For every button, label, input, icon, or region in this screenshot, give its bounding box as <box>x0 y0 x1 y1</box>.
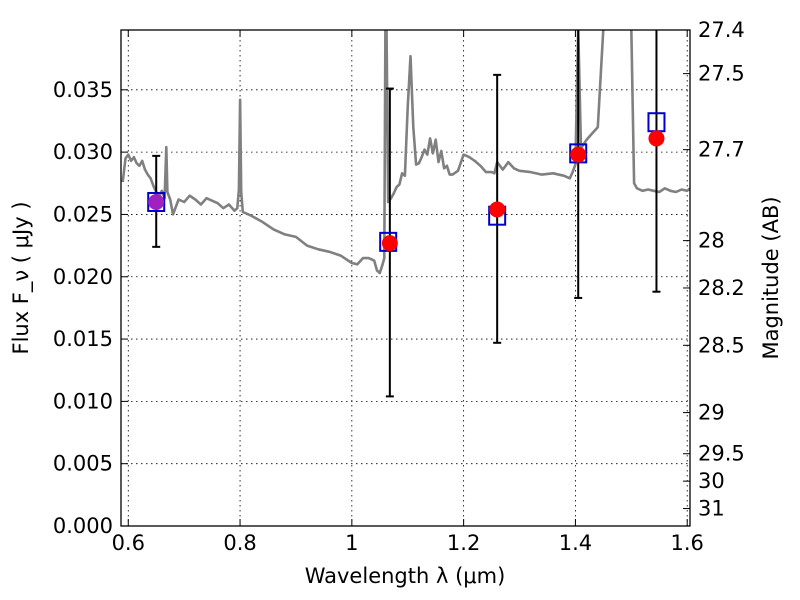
x-tick-label: 0.8 <box>223 531 256 555</box>
y-tick-label: 0.005 <box>53 452 113 476</box>
y-tick-label: 0.015 <box>53 327 113 351</box>
x-axis-label: Wavelength λ (μm) <box>305 564 506 588</box>
y-tick-label: 0.035 <box>53 78 113 102</box>
y2-tick-label: 30 <box>698 469 725 493</box>
model-spectrum <box>121 30 690 275</box>
y2-tick-label: 29.5 <box>698 442 745 466</box>
y-tick-label: 0.010 <box>53 389 113 413</box>
y2-axis-label: Magnitude (AB) <box>759 196 783 359</box>
x-tick-label: 1 <box>345 531 358 555</box>
observed-flux-point <box>570 146 587 163</box>
x-tick-labels: 0.6 0.8 1 1.2 1.4 1.6 <box>112 531 704 555</box>
y-tick-label: 0.000 <box>53 514 113 538</box>
observed-flux-point <box>148 193 165 210</box>
error-bars <box>152 30 661 398</box>
observed-flux-point <box>381 235 398 252</box>
axis-ticks <box>121 29 690 527</box>
y2-tick-labels: 27.4 27.5 27.7 28 28.2 28.5 29 29.5 30 31 <box>698 18 745 521</box>
y2-tick-label: 28.5 <box>698 333 745 357</box>
y2-tick-label: 31 <box>698 497 725 521</box>
grid-lines <box>121 30 690 526</box>
x-tick-label: 1.4 <box>559 531 592 555</box>
y2-tick-label: 28.2 <box>698 276 745 300</box>
y2-tick-label: 27.4 <box>698 18 745 42</box>
model-spectrum-line <box>121 30 690 275</box>
observed-flux-point <box>648 130 665 147</box>
y2-tick-label: 27.5 <box>698 62 745 86</box>
x-tick-label: 0.6 <box>112 531 145 555</box>
x-tick-label: 1.2 <box>447 531 480 555</box>
y2-tick-label: 27.7 <box>698 138 745 162</box>
y-axis-label: Flux F_ν ( μJy ) <box>9 201 34 354</box>
y-tick-label: 0.025 <box>53 202 113 226</box>
y2-tick-label: 29 <box>698 401 725 425</box>
y-tick-labels: 0.000 0.005 0.010 0.015 0.020 0.025 0.030 0.035 <box>53 78 113 538</box>
y-tick-label: 0.030 <box>53 140 113 164</box>
x-tick-label: 1.6 <box>671 531 704 555</box>
y2-tick-label: 28 <box>698 229 725 253</box>
observed-flux-points <box>148 130 665 252</box>
observed-flux-point <box>489 201 506 218</box>
plot-frame <box>120 29 691 527</box>
y-tick-label: 0.020 <box>53 265 113 289</box>
